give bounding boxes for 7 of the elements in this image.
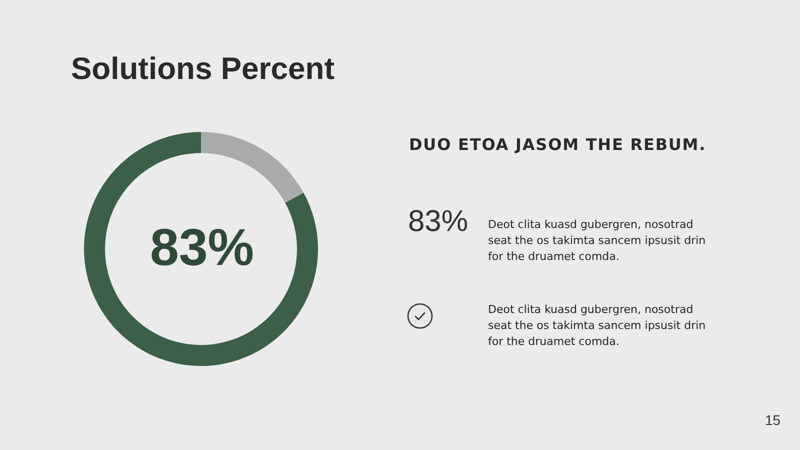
text: 83% <box>408 205 468 239</box>
chart-title: Solutions Percent <box>71 51 335 86</box>
text: DUO ETOA JASOM THE REBUM. <box>409 135 706 154</box>
text: Deot clita kuasd gubergren, nosotrad seat the os takimta sancem ipsusit drin for the druamet comda. <box>488 302 707 350</box>
text: 83% <box>150 219 254 277</box>
text: 15 <box>765 412 781 428</box>
text: Deot clita kuasd gubergren, nosotrad seat the os takimta sancem ipsusit drin for the druamet comda. <box>488 217 707 265</box>
